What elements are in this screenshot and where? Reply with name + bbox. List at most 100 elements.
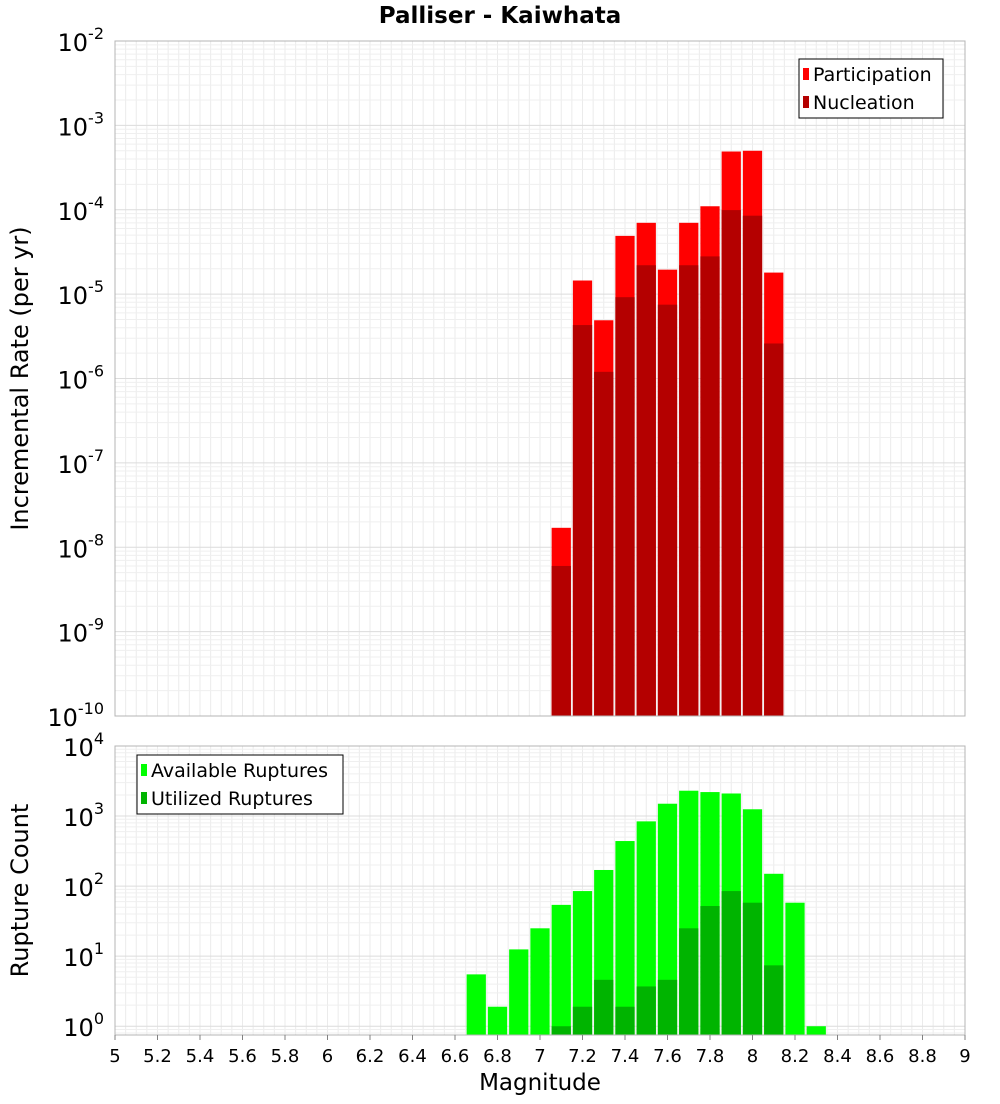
- bar-nucleation: [764, 343, 784, 716]
- y-tick-label: 101: [63, 939, 104, 972]
- x-tick-label: 8.6: [866, 1046, 895, 1067]
- bar-utilized-ruptures: [572, 1006, 593, 1035]
- y-tick-base: 10: [58, 113, 89, 141]
- x-tick-label: 6.4: [398, 1046, 427, 1067]
- y-tick-label: 10-3: [58, 108, 105, 141]
- y-tick-exponent: -2: [88, 24, 104, 43]
- y-tick-label: 10-8: [58, 530, 105, 563]
- bar-available-ruptures: [572, 891, 593, 1035]
- x-tick-label: 5.4: [186, 1046, 215, 1067]
- x-tick-label: 7.4: [611, 1046, 640, 1067]
- y-tick-base: 10: [58, 367, 89, 395]
- bar-utilized-ruptures: [594, 979, 614, 1035]
- bar-utilized-ruptures: [764, 965, 784, 1035]
- legend-label: Nucleation: [813, 92, 915, 114]
- y-tick-exponent: -7: [88, 446, 104, 465]
- bar-utilized-ruptures: [615, 1006, 635, 1035]
- legend-box: [136, 754, 344, 815]
- x-tick-label: 7.8: [696, 1046, 725, 1067]
- bar-nucleation: [700, 256, 720, 716]
- bar-nucleation: [742, 215, 763, 717]
- x-tick-label: 5: [109, 1046, 120, 1067]
- y-tick-base: 10: [58, 620, 89, 648]
- y-tick-base: 10: [58, 451, 89, 479]
- y-tick-base: 10: [58, 198, 89, 226]
- bar-nucleation: [657, 304, 678, 716]
- bar-nucleation: [594, 371, 614, 716]
- y-tick-exponent: 3: [94, 799, 104, 818]
- legend-label: Participation: [813, 64, 932, 86]
- legend-swatch: [803, 96, 809, 108]
- y-tick-label: 100: [63, 1009, 104, 1042]
- y-tick-exponent: -5: [88, 277, 104, 296]
- bar-utilized-ruptures: [721, 891, 741, 1035]
- bar-nucleation: [572, 325, 593, 716]
- bar-nucleation: [679, 265, 699, 716]
- y-tick-exponent: 4: [94, 729, 104, 748]
- x-tick-label: 5.8: [271, 1046, 300, 1067]
- y-tick-base: 10: [58, 535, 89, 563]
- legend: Participation Nucleation: [798, 58, 944, 119]
- y-tick-label: 10-2: [58, 24, 105, 57]
- y-tick-label: 10-9: [58, 615, 105, 648]
- y-tick-exponent: 1: [94, 939, 104, 958]
- bar-available-ruptures: [466, 974, 486, 1035]
- x-axis-label: Magnitude: [479, 1070, 601, 1096]
- y-tick-base: 10: [63, 804, 94, 832]
- x-tick-label: 6.6: [441, 1046, 470, 1067]
- bar-nucleation: [636, 265, 656, 716]
- y-tick-exponent: -3: [88, 108, 104, 127]
- bar-available-ruptures: [615, 841, 635, 1035]
- bar-available-ruptures: [551, 904, 571, 1035]
- x-tick-label: 8.2: [781, 1046, 810, 1067]
- x-tick-label: 8.8: [908, 1046, 937, 1067]
- y-tick-exponent: -8: [88, 530, 104, 549]
- bar-available-ruptures: [530, 928, 550, 1035]
- legend: Available Ruptures Utilized Ruptures: [136, 754, 344, 815]
- bar-available-ruptures: [636, 821, 656, 1035]
- y-axis-label: Incremental Rate (per yr): [6, 226, 34, 530]
- chart-title: Palliser - Kaiwhata: [379, 3, 622, 29]
- legend-box: [798, 58, 944, 119]
- x-tick-label: 6: [322, 1046, 333, 1067]
- y-tick-label: 103: [63, 799, 104, 832]
- y-tick-label: 10-6: [58, 362, 105, 395]
- bar-available-ruptures: [657, 803, 678, 1035]
- y-tick-exponent: -9: [88, 615, 104, 634]
- y-tick-label: 10-5: [58, 277, 105, 310]
- legend-swatch: [141, 764, 147, 776]
- bar-utilized-ruptures: [657, 979, 678, 1035]
- y-tick-label: 10-10: [47, 699, 104, 732]
- bar-utilized-ruptures: [700, 906, 720, 1035]
- y-tick-base: 10: [63, 1014, 94, 1042]
- bar-available-ruptures: [509, 949, 529, 1035]
- x-tick-label: 7: [534, 1046, 545, 1067]
- bar-nucleation: [721, 210, 741, 716]
- x-tick-label: 8: [747, 1046, 758, 1067]
- bar-utilized-ruptures: [742, 902, 763, 1035]
- y-tick-exponent: 0: [94, 1009, 104, 1028]
- x-tick-label: 9: [959, 1046, 970, 1067]
- legend-swatch: [141, 792, 147, 804]
- bar-utilized-ruptures: [636, 986, 656, 1035]
- y-axis-label: Rupture Count: [6, 804, 34, 978]
- y-tick-base: 10: [63, 944, 94, 972]
- y-tick-label: 102: [63, 869, 104, 902]
- bar-nucleation: [615, 297, 635, 716]
- y-tick-base: 10: [47, 704, 78, 732]
- y-tick-base: 10: [58, 282, 89, 310]
- y-tick-label: 10-7: [58, 446, 105, 479]
- bar-available-ruptures: [806, 1026, 826, 1035]
- x-tick-label: 8.4: [823, 1046, 852, 1067]
- bar-available-ruptures: [487, 1006, 508, 1035]
- legend-swatch: [803, 68, 809, 80]
- legend-label: Utilized Ruptures: [151, 788, 313, 810]
- bar-nucleation: [551, 565, 571, 716]
- y-tick-base: 10: [63, 734, 94, 762]
- y-tick-base: 10: [58, 29, 89, 57]
- legend-label: Available Ruptures: [151, 760, 328, 782]
- x-tick-label: 5.6: [228, 1046, 257, 1067]
- x-tick-label: 6.8: [483, 1046, 512, 1067]
